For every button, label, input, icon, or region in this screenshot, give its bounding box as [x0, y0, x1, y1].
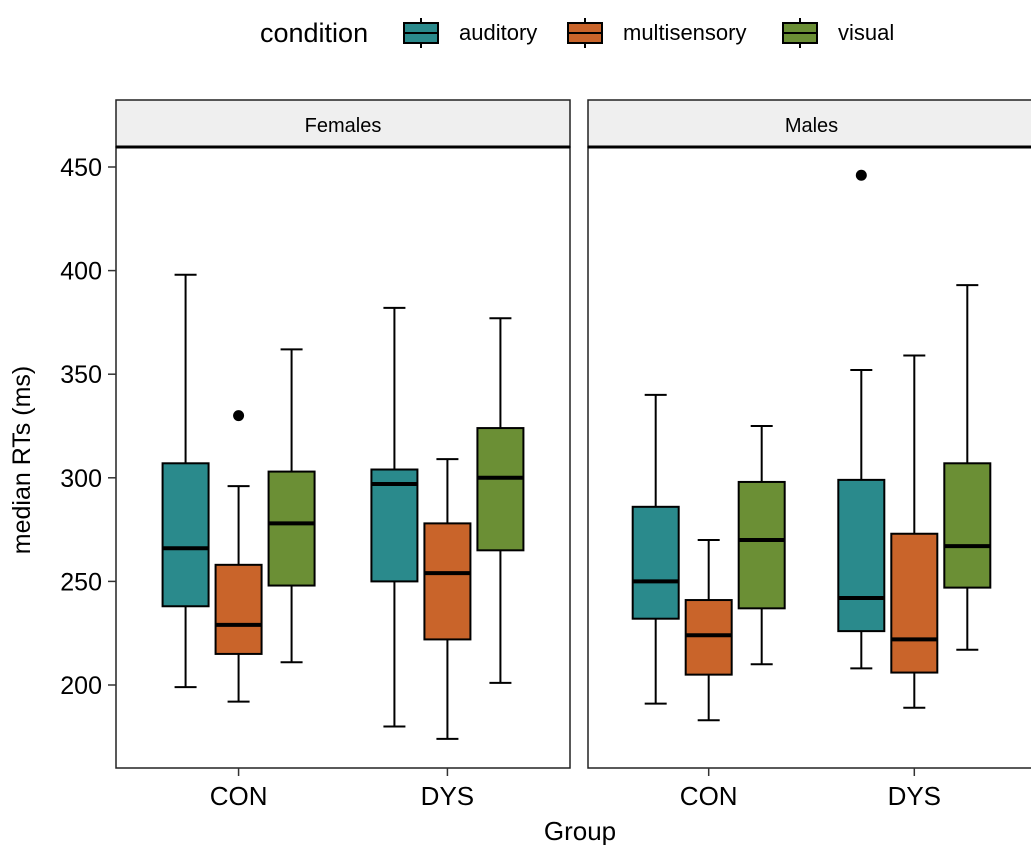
- y-axis-title: median RTs (ms): [8, 366, 36, 554]
- box-auditory: [370, 306, 419, 728]
- box-visual: [267, 348, 316, 664]
- box-multisensory: [423, 458, 472, 740]
- facet-strip: [587, 99, 1031, 148]
- box-iqr: [476, 427, 525, 552]
- y-axis: 200 250 300 350 400 450: [60, 154, 116, 700]
- box-visual: [737, 425, 786, 666]
- y-tick-label: 200: [60, 672, 102, 700]
- box-iqr: [161, 462, 210, 608]
- box-iqr: [267, 470, 316, 587]
- x-tick-label: DYS: [888, 781, 941, 811]
- box-multisensory: [214, 410, 263, 703]
- facet-strip: [115, 99, 571, 148]
- box-iqr: [890, 532, 939, 674]
- outlier-point: [855, 169, 867, 181]
- group-con: CON: [631, 393, 786, 811]
- legend-label-auditory: auditory: [459, 20, 537, 45]
- y-tick-label: 400: [60, 258, 102, 286]
- outlier-point: [233, 410, 245, 422]
- box-iqr: [214, 563, 263, 655]
- legend: condition auditory multisensory visual: [260, 18, 894, 48]
- facet-strip-label: Males: [785, 115, 838, 137]
- y-tick-label: 300: [60, 465, 102, 493]
- group-con: CON: [161, 273, 316, 811]
- x-tick-label: CON: [680, 781, 738, 811]
- box-iqr: [423, 522, 472, 641]
- box-iqr: [684, 599, 733, 676]
- facet-males: Males CON DYS: [587, 99, 1031, 811]
- group-dys: DYS: [370, 306, 525, 811]
- box-auditory: [631, 393, 680, 705]
- box-multisensory: [684, 538, 733, 722]
- y-tick-label: 450: [60, 154, 102, 182]
- box-auditory: [161, 273, 210, 689]
- legend-label-multisensory: multisensory: [623, 20, 746, 45]
- panel-border: [587, 146, 1031, 769]
- box-iqr: [837, 478, 886, 633]
- y-tick-label: 250: [60, 568, 102, 596]
- x-tick-label: DYS: [421, 781, 474, 811]
- box-multisensory: [890, 354, 939, 709]
- box-visual: [476, 317, 525, 684]
- box-visual: [943, 284, 992, 651]
- group-dys: DYS: [837, 169, 992, 811]
- box-iqr: [737, 480, 786, 610]
- x-axis-title: Group: [544, 816, 616, 845]
- box-iqr: [370, 468, 419, 583]
- legend-label-visual: visual: [838, 20, 894, 45]
- x-tick-label: CON: [210, 781, 268, 811]
- y-tick-label: 350: [60, 361, 102, 389]
- facets: Females CON DYS Males CON DYS: [115, 99, 1031, 811]
- facet-strip-label: Females: [305, 115, 382, 137]
- box-auditory: [837, 169, 886, 670]
- facet-females: Females CON DYS: [115, 99, 571, 811]
- box-iqr: [943, 462, 992, 589]
- box-iqr: [631, 505, 680, 620]
- legend-title: condition: [260, 18, 368, 48]
